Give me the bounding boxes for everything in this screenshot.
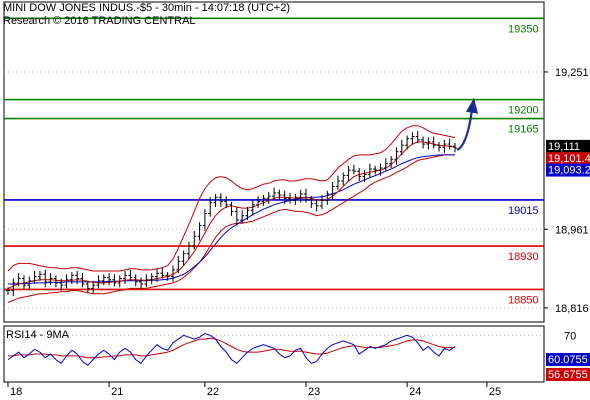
price-badge-label: 19,101.4 [548, 153, 590, 165]
moving-average-long [8, 154, 455, 285]
x-tick-label: 23 [308, 386, 320, 398]
level-lines: 19350 19200 19165 19015 18930 18850 [4, 17, 544, 306]
rsi-line [7, 332, 456, 366]
price-series [6, 97, 478, 303]
forecast-arrow [456, 109, 474, 151]
support-label: 18850 [508, 294, 539, 306]
rsi-ma-line [8, 337, 455, 359]
y-tick-label: 19,251 [555, 67, 589, 79]
rsi-y-tick-label: 70 [564, 330, 576, 342]
bollinger-lower [7, 154, 455, 303]
x-tick-label: 22 [207, 386, 219, 398]
resistance-label: 19350 [508, 23, 539, 35]
main-panel-border [3, 1, 545, 323]
support-label: 18930 [508, 251, 539, 263]
rsi-panel-border [3, 325, 545, 383]
price-badge-label: 19,111 [548, 141, 580, 153]
copyright: Research © 2016 TRADING CENTRAL [3, 15, 196, 27]
price-badge [546, 152, 590, 166]
axes: 19,251 18,961 18,816 19,11119,101.419,093.2… [4, 67, 590, 398]
x-tick-label: 24 [409, 386, 421, 398]
price-badge [546, 163, 590, 177]
rsi-badge-label: 60.0755 [548, 354, 588, 366]
rsi-badge-label: 56.6755 [548, 369, 588, 381]
rsi-badge [546, 353, 590, 366]
rsi-panel: 70 RSI14 - 9MA 60.0755 56.6755 [4, 329, 590, 381]
rsi-badge [546, 368, 590, 381]
pivot-label: 19015 [508, 205, 539, 217]
resistance-label: 19165 [508, 124, 539, 136]
price-badge-label: 19,093.2 [548, 165, 590, 177]
resistance-label: 19200 [508, 105, 539, 117]
chart-title: MINI DOW JONES INDUS.-$5 - 30min - 14:07… [3, 2, 290, 14]
y-tick-label: 18,961 [555, 224, 589, 236]
price-badge [546, 139, 590, 153]
x-tick-label: 21 [111, 386, 123, 398]
x-tick-label: 25 [489, 386, 501, 398]
bollinger-upper [7, 125, 456, 272]
chart-frame [3, 1, 545, 383]
rsi-title: RSI14 - 9MA [6, 329, 70, 341]
forecast-arrowhead [466, 97, 478, 114]
y-tick-label: 18,816 [555, 303, 589, 315]
x-tick-label: 18 [10, 386, 22, 398]
